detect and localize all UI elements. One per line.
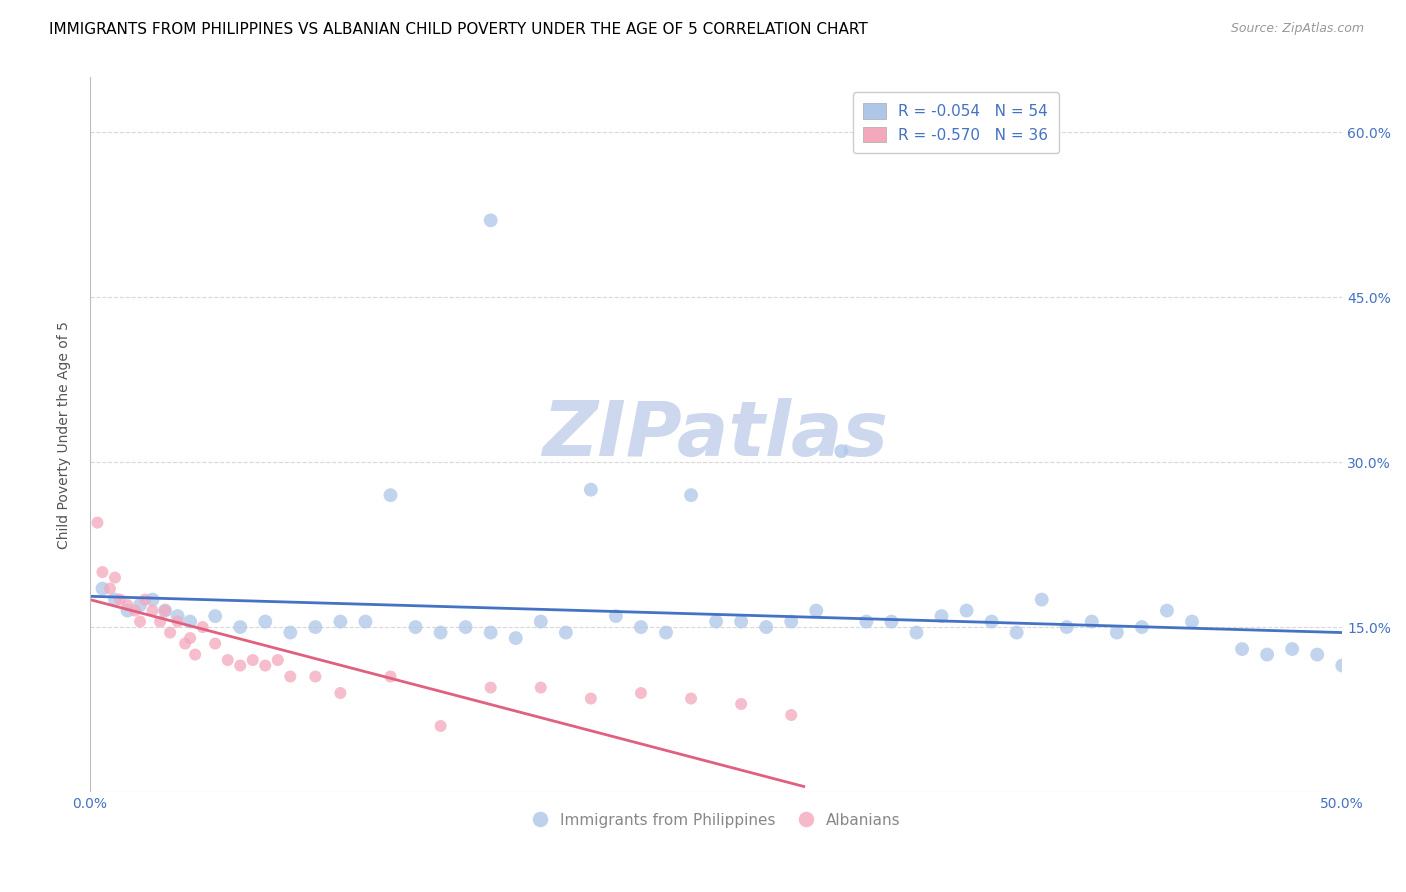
Point (405, 620, 427, 634)
Point (579, 483, 602, 497)
Point (134, 592, 156, 607)
Point (1005, 625, 1028, 640)
Point (681, 488, 703, 502)
Point (104, 592, 127, 607)
Point (806, 604, 828, 618)
Point (179, 615, 201, 629)
Point (184, 648, 207, 662)
Point (174, 636, 197, 650)
Point (149, 615, 172, 629)
Point (329, 615, 352, 629)
Point (153, 604, 176, 618)
Point (554, 625, 576, 640)
Point (630, 686, 652, 700)
Point (1181, 615, 1204, 629)
Legend: Immigrants from Philippines, Albanians: Immigrants from Philippines, Albanians (526, 807, 907, 834)
Point (931, 609, 953, 624)
Point (153, 604, 176, 618)
Point (1256, 648, 1278, 662)
Point (254, 615, 277, 629)
Point (380, 669, 402, 683)
Point (204, 609, 226, 624)
Point (630, 620, 652, 634)
Point (191, 620, 214, 634)
Point (880, 615, 903, 629)
Point (124, 604, 146, 618)
Point (129, 598, 152, 612)
Point (605, 609, 627, 624)
Point (229, 620, 252, 634)
Point (354, 615, 377, 629)
Point (479, 625, 502, 640)
Point (217, 653, 239, 667)
Text: Source: ZipAtlas.com: Source: ZipAtlas.com (1230, 22, 1364, 36)
Point (655, 625, 678, 640)
Point (166, 609, 188, 624)
Point (204, 636, 226, 650)
Point (1156, 604, 1178, 618)
Point (830, 444, 852, 458)
Point (278, 625, 301, 640)
Point (229, 658, 252, 673)
Point (117, 598, 139, 612)
Point (530, 681, 553, 695)
Point (1331, 658, 1354, 673)
Point (242, 653, 264, 667)
Point (104, 571, 127, 585)
Point (141, 604, 163, 618)
Point (479, 681, 502, 695)
Point (479, 213, 502, 227)
Point (905, 625, 928, 640)
Point (141, 592, 163, 607)
Point (1056, 620, 1078, 634)
Point (108, 592, 131, 607)
Point (254, 658, 277, 673)
Point (304, 620, 326, 634)
Point (86, 516, 108, 530)
Point (329, 686, 352, 700)
Point (579, 691, 602, 706)
Point (755, 620, 778, 634)
Point (380, 488, 402, 502)
Point (730, 615, 752, 629)
Point (1281, 642, 1303, 657)
Point (278, 669, 301, 683)
Point (98, 582, 121, 596)
Point (780, 708, 803, 723)
Point (505, 631, 527, 645)
Point (179, 631, 201, 645)
Point (1230, 642, 1253, 657)
Point (166, 615, 188, 629)
Point (730, 697, 752, 711)
Point (1105, 625, 1128, 640)
Point (855, 615, 877, 629)
Point (955, 604, 977, 618)
Point (91, 582, 114, 596)
Point (704, 615, 727, 629)
Point (159, 625, 181, 640)
Point (1081, 615, 1104, 629)
Y-axis label: Child Poverty Under the Age of 5: Child Poverty Under the Age of 5 (58, 321, 72, 549)
Point (267, 653, 290, 667)
Point (304, 669, 326, 683)
Point (1306, 648, 1329, 662)
Point (780, 615, 803, 629)
Point (681, 691, 703, 706)
Point (91, 565, 114, 579)
Text: ZIPatlas: ZIPatlas (543, 398, 889, 472)
Point (429, 625, 451, 640)
Text: IMMIGRANTS FROM PHILIPPINES VS ALBANIAN CHILD POVERTY UNDER THE AGE OF 5 CORRELA: IMMIGRANTS FROM PHILIPPINES VS ALBANIAN … (49, 22, 868, 37)
Point (129, 615, 152, 629)
Point (117, 604, 139, 618)
Point (429, 719, 451, 733)
Point (1031, 592, 1053, 607)
Point (530, 615, 553, 629)
Point (454, 620, 477, 634)
Point (980, 615, 1002, 629)
Point (1130, 620, 1153, 634)
